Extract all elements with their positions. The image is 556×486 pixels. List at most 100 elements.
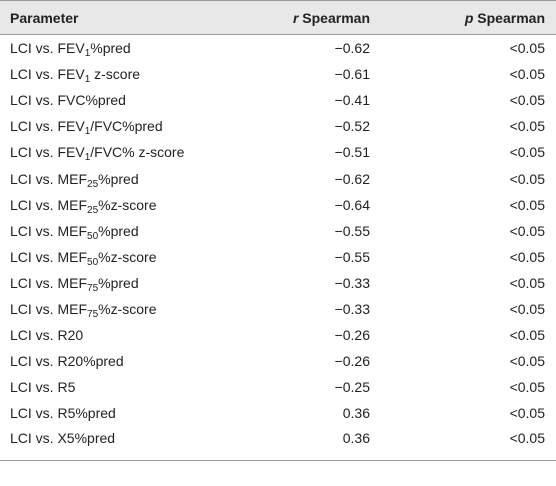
- table-row: LCI vs. FVC%pred −0.41 <0.05: [0, 87, 556, 113]
- parameter-text: LCI vs. FEV: [10, 40, 85, 57]
- parameter-text: LCI vs. FEV: [10, 144, 85, 161]
- subscript: 1: [84, 48, 91, 60]
- table-row: LCI vs. MEF25%z-score −0.64 <0.05: [0, 192, 556, 218]
- r-cell: 0.36: [220, 426, 370, 462]
- r-cell: −0.55: [334, 222, 370, 239]
- header-text: Parameter: [10, 9, 79, 26]
- header-symbol: p: [464, 9, 474, 26]
- p-cell: <0.05: [509, 92, 545, 109]
- table-row: LCI vs. MEF75%pred −0.33 <0.05: [0, 270, 556, 296]
- parameter-text: %z-score: [98, 300, 157, 317]
- parameter-text: LCI vs. R5: [10, 379, 76, 396]
- results-table: Parameter r Spearman p Spearman LCI vs. FE…: [0, 0, 556, 462]
- table-row: LCI vs. R20%pred −0.26 <0.05: [0, 348, 556, 374]
- p-cell: <0.05: [509, 379, 545, 396]
- table-row: LCI vs. MEF50%pred −0.55 <0.05: [0, 218, 556, 244]
- subscript: 50: [87, 230, 99, 242]
- table-row: LCI vs. X5%pred 0.36 <0.05: [0, 426, 556, 462]
- r-cell: −0.26: [334, 353, 370, 370]
- subscript: 1: [84, 126, 91, 138]
- table-row: LCI vs. R5 −0.25 <0.05: [0, 374, 556, 400]
- parameter-cell: LCI vs. MEF50%z-score: [0, 244, 220, 270]
- subscript: 25: [87, 204, 99, 216]
- parameter-text: %z-score: [98, 248, 157, 265]
- parameter-text: %pred: [98, 170, 139, 187]
- r-cell: −0.26: [334, 327, 370, 344]
- p-cell: <0.05: [509, 222, 545, 239]
- r-cell: −0.61: [334, 66, 370, 83]
- table-row: LCI vs. FEV1/FVC%pred −0.52 <0.05: [0, 113, 556, 139]
- header-cell: r Spearman: [220, 1, 370, 35]
- parameter-cell: LCI vs. FEV1 z-score: [0, 61, 220, 87]
- header-cell: p Spearman: [370, 1, 556, 35]
- parameter-text: LCI vs. FEV: [10, 118, 85, 135]
- table-row: LCI vs. MEF50%z-score −0.55 <0.05: [0, 244, 556, 270]
- parameter-cell: LCI vs. R20: [0, 322, 220, 348]
- parameter-text: %pred: [98, 222, 139, 239]
- parameter-cell: LCI vs. MEF75%pred: [0, 270, 220, 296]
- parameter-text: %pred: [98, 274, 139, 291]
- parameter-cell: LCI vs. R5: [0, 374, 220, 400]
- r-cell: −0.55: [334, 248, 370, 265]
- parameter-text: LCI vs. MEF: [10, 274, 88, 291]
- table-body: LCI vs. FEV1%pred −0.62 <0.05 LCI vs. FEV1 …: [0, 35, 556, 462]
- parameter-cell: LCI vs. FEV1/FVC%pred: [0, 113, 220, 139]
- r-cell: −0.62: [334, 40, 370, 57]
- subscript: 1: [84, 152, 91, 164]
- parameter-cell: LCI vs. FEV1/FVC% z-score: [0, 139, 220, 165]
- header-text: Spearman: [477, 9, 545, 26]
- subscript: 75: [87, 308, 99, 320]
- r-cell: −0.41: [334, 92, 370, 109]
- table-row: LCI vs. R20 −0.26 <0.05: [0, 322, 556, 348]
- table-row: LCI vs. FEV1/FVC% z-score −0.51 <0.05: [0, 139, 556, 165]
- p-cell: <0.05: [509, 66, 545, 83]
- table-row: LCI vs. MEF25%pred −0.62 <0.05: [0, 165, 556, 191]
- p-cell: <0.05: [509, 274, 545, 291]
- parameter-text: LCI vs. MEF: [10, 222, 88, 239]
- r-cell: −0.33: [334, 274, 370, 291]
- parameter-text: /FVC% z-score: [90, 144, 185, 161]
- r-cell: −0.62: [334, 170, 370, 187]
- p-cell: <0.05: [370, 426, 556, 462]
- p-cell: <0.05: [509, 300, 545, 317]
- table-row: LCI vs. FEV1%pred −0.62 <0.05: [0, 35, 556, 62]
- table-row: LCI vs. MEF75%z-score −0.33 <0.05: [0, 296, 556, 322]
- parameter-text: LCI vs. MEF: [10, 170, 88, 187]
- parameter-text: z-score: [90, 66, 141, 83]
- header-text: Spearman: [302, 9, 370, 26]
- parameter-text: LCI vs. X5%pred: [10, 430, 116, 447]
- parameter-cell: LCI vs. MEF50%pred: [0, 218, 220, 244]
- p-cell: <0.05: [509, 118, 545, 135]
- p-cell: <0.05: [509, 353, 545, 370]
- r-cell: −0.51: [334, 144, 370, 161]
- parameter-cell: LCI vs. MEF75%z-score: [0, 296, 220, 322]
- p-cell: <0.05: [509, 196, 545, 213]
- parameter-text: LCI vs. MEF: [10, 248, 88, 265]
- p-cell: <0.05: [509, 248, 545, 265]
- p-cell: <0.05: [509, 144, 545, 161]
- p-cell: <0.05: [509, 327, 545, 344]
- subscript: 25: [87, 178, 99, 190]
- r-cell: −0.25: [334, 379, 370, 396]
- table-row: LCI vs. FEV1 z-score −0.61 <0.05: [0, 61, 556, 87]
- parameter-cell: LCI vs. MEF25%z-score: [0, 192, 220, 218]
- parameter-text: LCI vs. FVC%pred: [10, 92, 126, 109]
- parameter-cell: LCI vs. R5%pred: [0, 400, 220, 426]
- p-cell: <0.05: [509, 405, 545, 422]
- r-cell: −0.33: [334, 300, 370, 317]
- header-symbol: r: [292, 9, 299, 26]
- r-cell: 0.36: [342, 405, 370, 422]
- parameter-cell: LCI vs. FEV1%pred: [0, 35, 220, 62]
- parameter-text: LCI vs. R20: [10, 327, 84, 344]
- parameter-cell: LCI vs. FVC%pred: [0, 87, 220, 113]
- parameter-text: LCI vs. MEF: [10, 196, 88, 213]
- parameter-text: %pred: [90, 40, 131, 57]
- parameter-text: LCI vs. R20%pred: [10, 353, 124, 370]
- r-cell: −0.64: [334, 196, 370, 213]
- header-row: Parameter r Spearman p Spearman: [0, 0, 556, 35]
- header-cell: Parameter: [0, 1, 220, 35]
- parameter-text: /FVC%pred: [90, 118, 163, 135]
- parameter-text: LCI vs. MEF: [10, 300, 88, 317]
- table-header: Parameter r Spearman p Spearman: [0, 0, 556, 35]
